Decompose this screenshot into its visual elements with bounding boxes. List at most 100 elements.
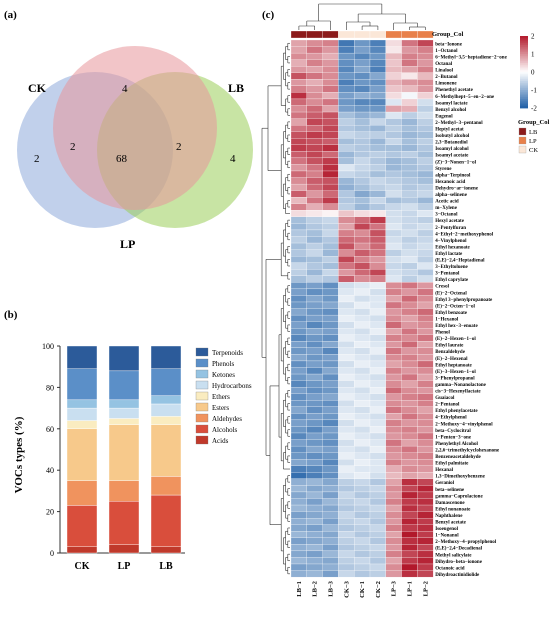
heatmap-cell bbox=[369, 321, 386, 329]
heatmap-cell bbox=[401, 92, 418, 100]
heatmap-cell bbox=[354, 203, 371, 211]
heatmap-cell bbox=[385, 419, 402, 427]
heatmap-cell bbox=[401, 570, 418, 578]
heatmap-cell bbox=[417, 131, 434, 139]
heatmap-cell bbox=[322, 66, 339, 73]
bar-legend-swatch bbox=[195, 435, 209, 445]
heatmap-cell bbox=[385, 223, 402, 231]
heatmap-cell bbox=[385, 269, 402, 276]
colorbar-band bbox=[520, 68, 528, 71]
heatmap-cell bbox=[369, 269, 386, 276]
heatmap-cell bbox=[338, 125, 355, 132]
heatmap-cell bbox=[385, 439, 402, 447]
heatmap-cell bbox=[385, 557, 402, 565]
heatmap-row-label: beta−Cyclocitral bbox=[435, 429, 471, 434]
heatmap-cell bbox=[322, 288, 339, 296]
heatmap-cell bbox=[306, 210, 323, 217]
heatmap-cell bbox=[401, 557, 418, 565]
heatmap-cell bbox=[290, 445, 307, 453]
heatmap-cell bbox=[401, 452, 418, 460]
heatmap-row-label: Ethyl laurate bbox=[435, 344, 464, 349]
heatmap-cell bbox=[385, 92, 402, 100]
heatmap-cell bbox=[417, 79, 434, 86]
heatmap-cell bbox=[417, 308, 434, 316]
heatmap-cell bbox=[290, 360, 307, 368]
heatmap-cell bbox=[385, 400, 402, 407]
heatmap-cell bbox=[306, 275, 323, 283]
heatmap-cell bbox=[322, 367, 339, 375]
heatmap-cell bbox=[369, 472, 386, 479]
heatmap-row-label: alpha−Terpineol bbox=[435, 173, 471, 178]
heatmap-cell bbox=[417, 151, 434, 159]
heatmap-cell bbox=[354, 249, 371, 257]
heatmap-cell bbox=[385, 144, 402, 152]
heatmap-cell bbox=[290, 472, 307, 479]
heatmap-cell bbox=[354, 301, 371, 309]
colorbar-band bbox=[520, 88, 528, 91]
bar-category-label: CK bbox=[75, 561, 90, 572]
heatmap-cell bbox=[369, 308, 386, 316]
heatmap-cell bbox=[369, 190, 386, 198]
heatmap-cell bbox=[354, 111, 371, 119]
heatmap-cell bbox=[338, 98, 355, 106]
colorbar-band bbox=[520, 41, 528, 44]
bar-legend-swatch bbox=[195, 358, 209, 368]
heatmap-cell bbox=[417, 360, 434, 368]
heatmap-cell bbox=[385, 197, 402, 204]
colorbar-band bbox=[520, 36, 528, 39]
heatmap-cell bbox=[354, 125, 371, 132]
heatmap-cell bbox=[369, 111, 386, 119]
heatmap-cell bbox=[385, 210, 402, 217]
heatmap-colorbar: 2 1 0 -1 -2 bbox=[520, 33, 537, 113]
heatmap-cell bbox=[369, 380, 386, 388]
heatmap-cell bbox=[369, 393, 386, 401]
heatmap-cell bbox=[354, 478, 371, 486]
colorbar-band bbox=[520, 93, 528, 96]
heatmap-cell bbox=[354, 537, 371, 545]
heatmap-cell bbox=[290, 39, 307, 47]
heatmap-cell bbox=[369, 354, 386, 362]
heatmap-cell bbox=[338, 295, 355, 303]
heatmap-cell bbox=[354, 164, 371, 172]
bar-y-tick-label: 40 bbox=[46, 466, 54, 475]
venn-set-ck: CK bbox=[28, 81, 47, 95]
heatmap-cell bbox=[338, 531, 355, 538]
heatmap-cell bbox=[338, 170, 355, 178]
heatmap-cell bbox=[354, 518, 371, 525]
heatmap-cell bbox=[322, 544, 339, 552]
heatmap-cell bbox=[354, 275, 371, 283]
venn-diagram: CK LB LP 2 4 4 2 2 68 bbox=[17, 46, 253, 251]
heatmap-cell bbox=[322, 387, 339, 394]
heatmap-cell bbox=[338, 360, 355, 368]
heatmap-cell bbox=[290, 111, 307, 119]
heatmap-cell bbox=[306, 498, 323, 506]
heatmap-cell bbox=[354, 426, 371, 434]
heatmap-cell bbox=[369, 236, 386, 244]
heatmap-cell bbox=[369, 360, 386, 368]
heatmap-cell bbox=[338, 144, 355, 152]
heatmap-cell bbox=[322, 39, 339, 47]
heatmap-cell bbox=[369, 144, 386, 152]
heatmap-cell bbox=[354, 328, 371, 335]
heatmap-cell bbox=[322, 125, 339, 132]
heatmap-cell bbox=[322, 557, 339, 565]
heatmap-cell bbox=[290, 498, 307, 506]
heatmap-cell bbox=[306, 79, 323, 86]
heatmap-cell bbox=[401, 203, 418, 211]
heatmap-cell bbox=[306, 504, 323, 512]
heatmap-cell bbox=[401, 308, 418, 316]
heatmap-cell bbox=[369, 537, 386, 545]
heatmap-row-label: Dehydro−ar−ionene bbox=[435, 186, 479, 191]
heatmap-cell bbox=[354, 170, 371, 178]
heatmap-cell bbox=[417, 485, 434, 493]
heatmap-cell bbox=[306, 288, 323, 296]
heatmap-cell bbox=[322, 52, 339, 60]
heatmap-cell bbox=[385, 203, 402, 211]
heatmap-row-label: beta−selinene bbox=[435, 488, 465, 493]
heatmap-cell bbox=[354, 262, 371, 270]
heatmap-cell bbox=[290, 125, 307, 132]
heatmap-cell bbox=[338, 432, 355, 440]
colorbar-band bbox=[520, 70, 528, 73]
colorbar-band bbox=[520, 46, 528, 49]
heatmap-cell bbox=[385, 485, 402, 493]
